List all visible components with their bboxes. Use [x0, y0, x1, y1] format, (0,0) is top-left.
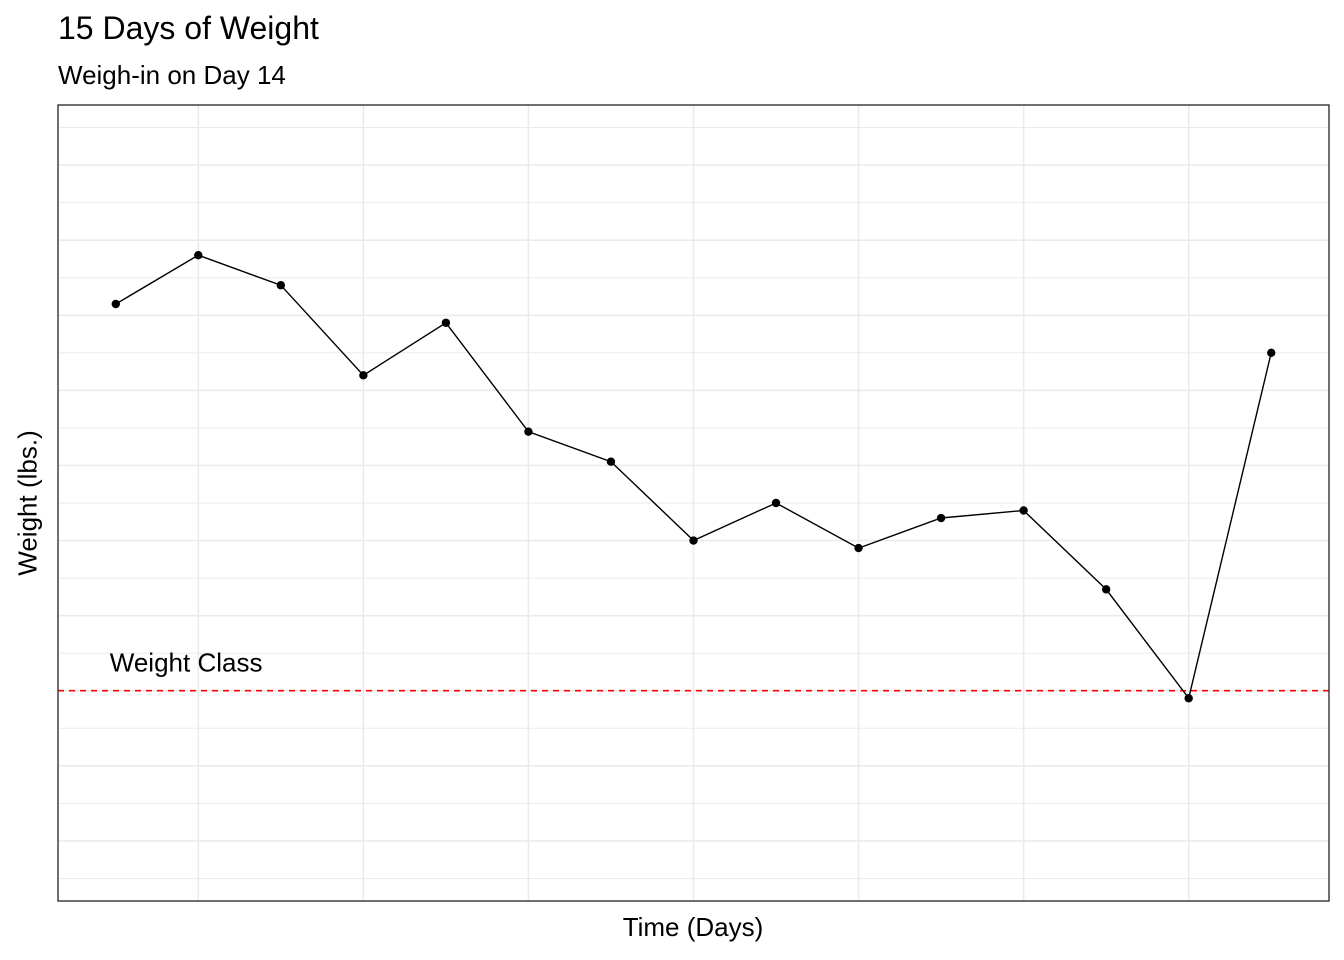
data-point: [1019, 506, 1028, 515]
data-point: [1184, 694, 1193, 703]
chart-title: 15 Days of Weight: [58, 10, 319, 46]
data-point: [689, 536, 698, 545]
data-point: [441, 318, 451, 327]
data-point: [854, 543, 863, 553]
data-point: [936, 513, 946, 523]
data-point: [111, 299, 120, 309]
data-point: [194, 250, 203, 260]
x-axis-label: Time (Days): [622, 912, 764, 942]
data-point: [359, 371, 368, 380]
chart-subtitle: Weigh-in on Day 14: [58, 60, 286, 90]
plot-border: [57, 104, 1330, 902]
weight-class-label: Weight Class: [110, 648, 263, 678]
data-point: [276, 281, 286, 290]
data-point: [771, 498, 781, 508]
data-point: [524, 427, 533, 436]
data-point: [1267, 348, 1276, 358]
data-point: [1101, 585, 1111, 594]
data-point: [606, 457, 616, 466]
